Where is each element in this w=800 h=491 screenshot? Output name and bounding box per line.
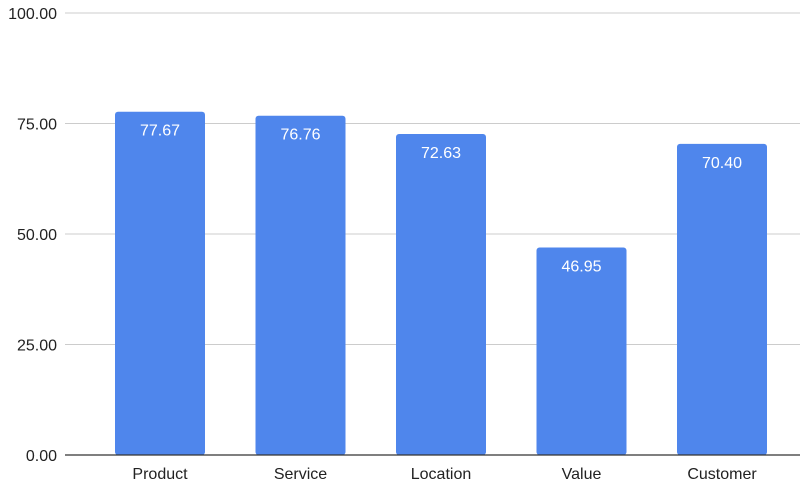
axis-layer: 0.00 25.00 50.00 75.00 100.00 Product Service L… xyxy=(8,6,800,483)
x-tick-label: Location xyxy=(411,466,472,483)
data-label: 70.40 xyxy=(702,155,742,172)
data-label: 77.67 xyxy=(140,123,180,140)
data-label: 76.76 xyxy=(280,127,320,144)
bar-value xyxy=(536,247,627,455)
bar-service xyxy=(255,115,346,456)
bar-product xyxy=(115,111,205,455)
data-label: 72.63 xyxy=(421,145,461,162)
y-tick-label: 50.00 xyxy=(17,227,57,244)
y-tick-label: 100.00 xyxy=(8,6,57,23)
y-tick-label: 0.00 xyxy=(26,448,57,465)
bar-location xyxy=(396,133,486,455)
x-tick-label: Service xyxy=(274,466,327,483)
x-tick-label: Customer xyxy=(687,466,757,483)
data-label: 46.95 xyxy=(561,258,601,275)
x-tick-label: Product xyxy=(132,466,188,483)
bar-customer xyxy=(677,143,767,455)
y-tick-label: 25.00 xyxy=(17,338,57,355)
y-tick-label: 75.00 xyxy=(17,117,57,134)
labels-layer: 77.67 76.76 72.63 46.95 70.40 xyxy=(140,123,742,276)
bars-layer xyxy=(115,111,767,456)
x-tick-label: Value xyxy=(562,466,602,483)
